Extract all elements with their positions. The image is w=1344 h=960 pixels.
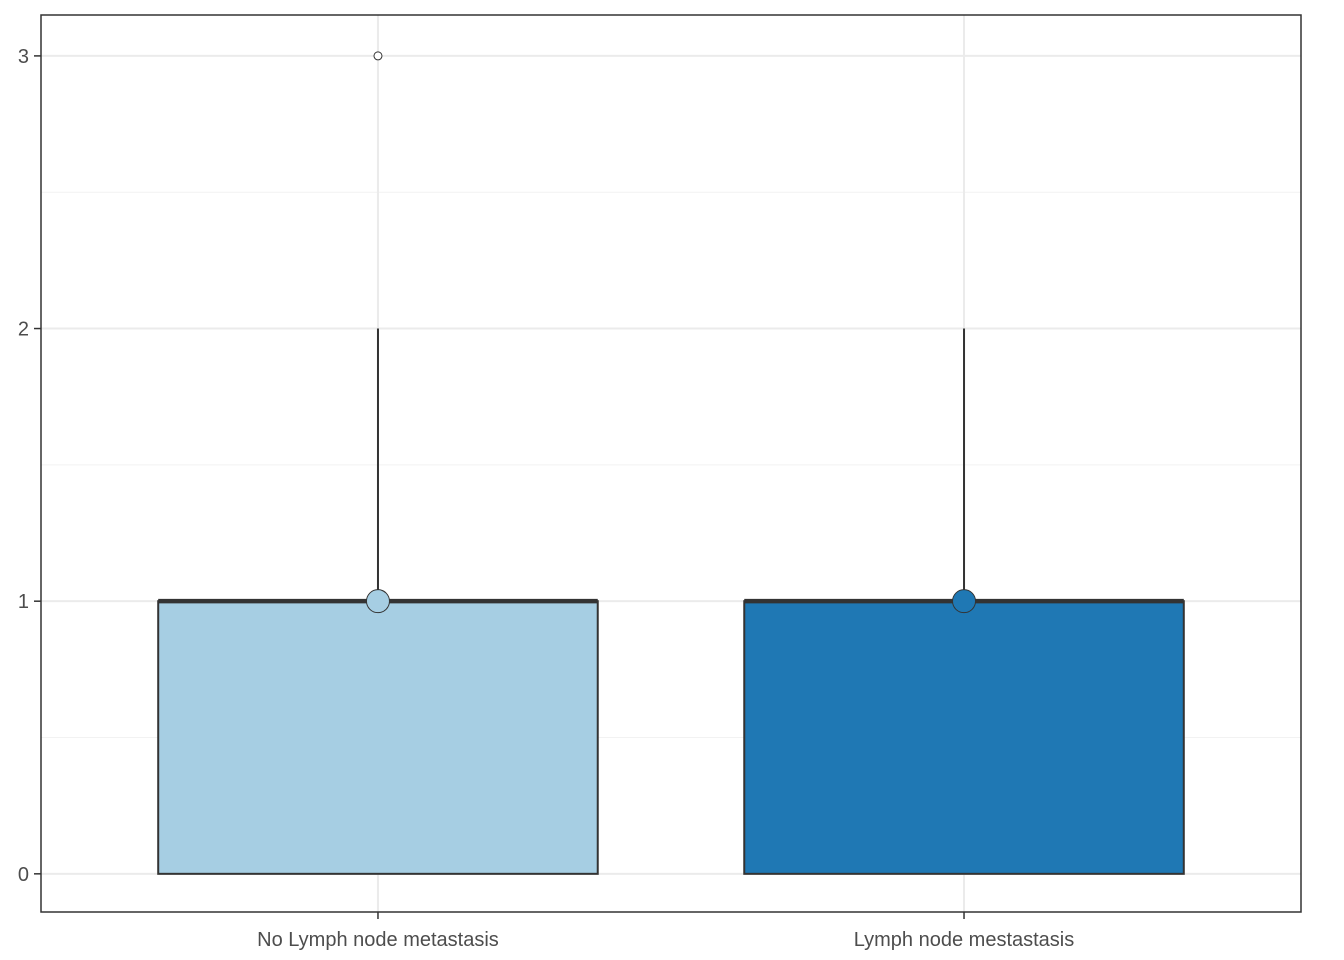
- x-tick-label: Lymph node mestastasis: [854, 929, 1074, 951]
- y-tick-label: 1: [18, 591, 29, 613]
- x-tick-label: No Lymph node metastasis: [257, 929, 499, 951]
- mean-point: [365, 589, 390, 614]
- plot-border: [40, 14, 1302, 913]
- y-tick-label: 0: [18, 864, 29, 886]
- mean-point: [952, 589, 977, 614]
- axes-layer: 0 1 2 3 No Lymph node metastasis Lymph node m…: [18, 46, 1074, 951]
- outlier-point: [373, 51, 383, 61]
- y-tick-label: 2: [18, 319, 29, 341]
- boxes-layer: [157, 51, 1185, 875]
- y-tick-label: 3: [18, 46, 29, 68]
- box: [743, 600, 1185, 875]
- box: [157, 600, 599, 875]
